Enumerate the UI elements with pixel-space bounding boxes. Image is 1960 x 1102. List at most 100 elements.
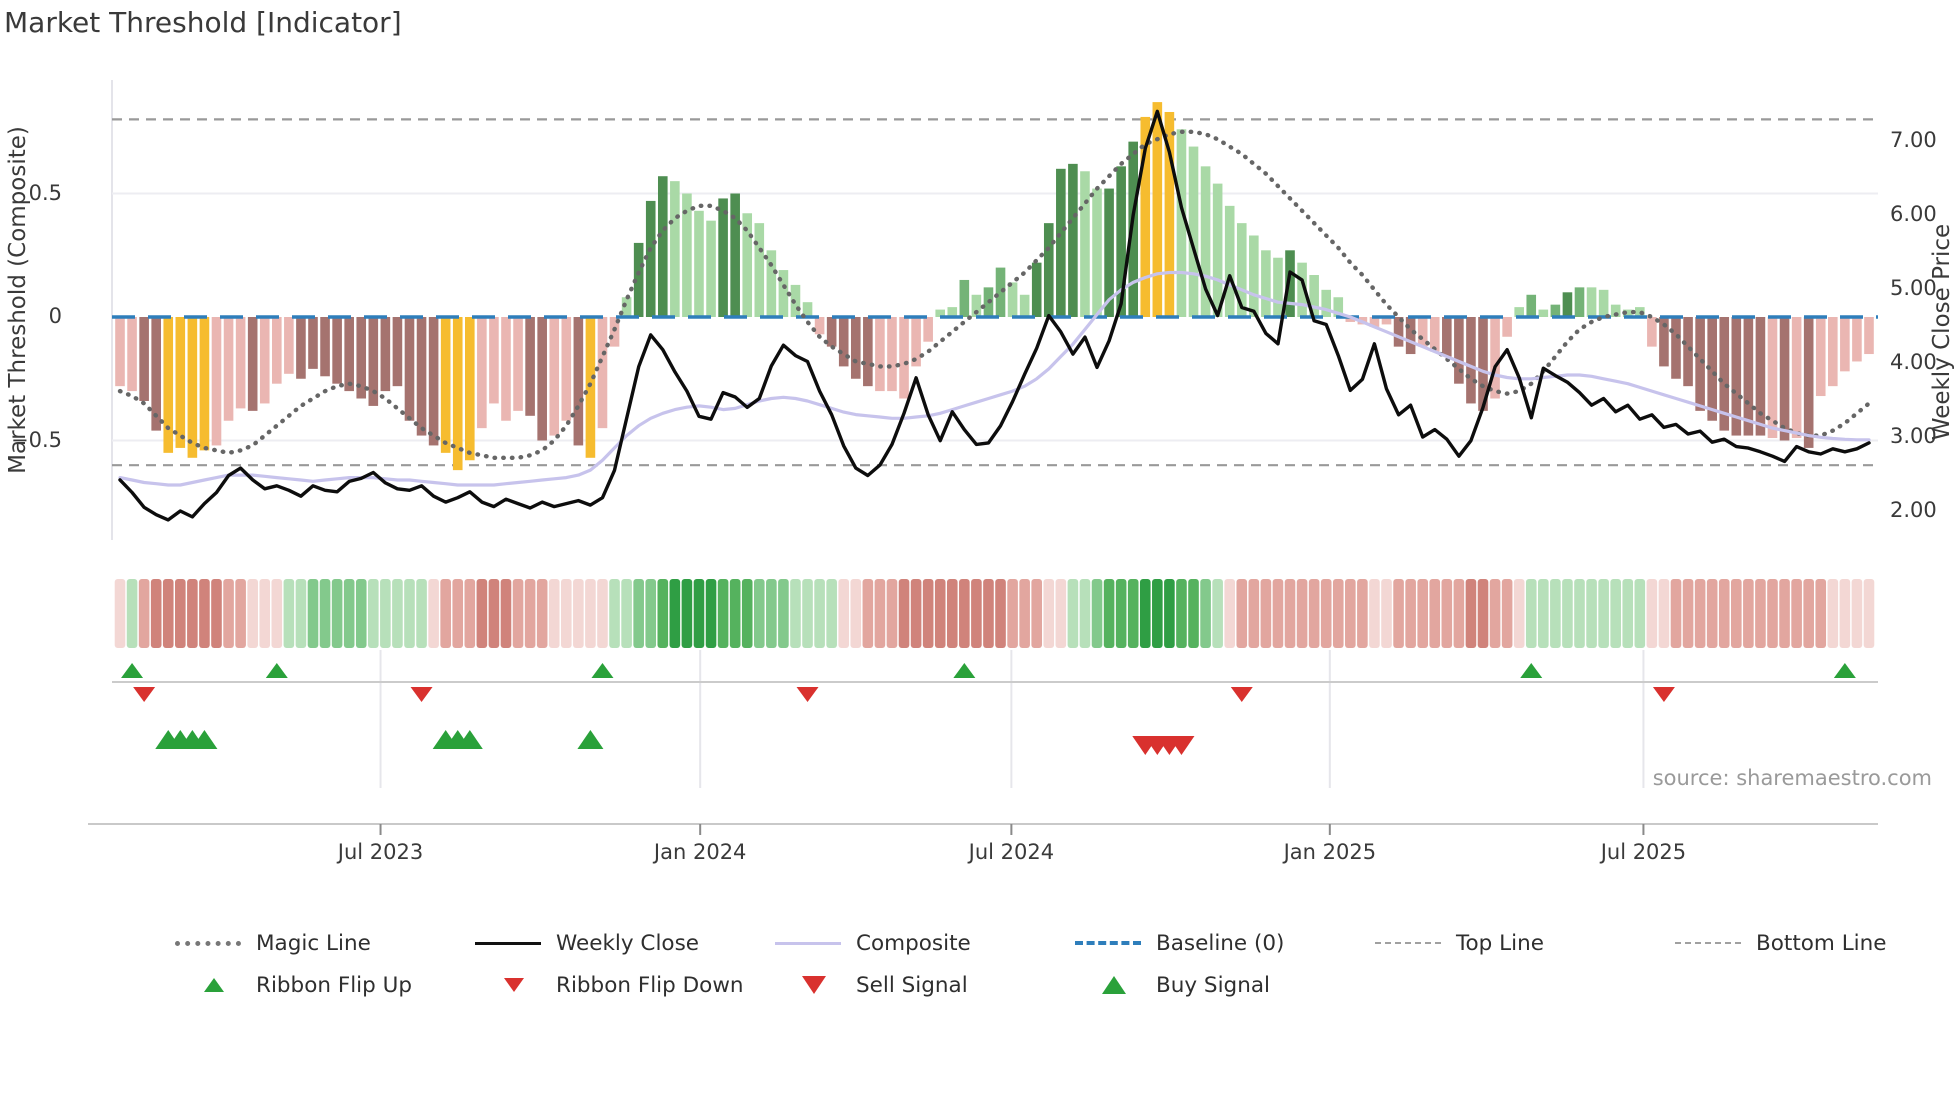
ribbon-cell [1670, 579, 1682, 648]
indicator-bar [115, 317, 125, 387]
ribbon-cell [1755, 579, 1766, 648]
legend-item-label: Weekly Close [556, 930, 700, 956]
legend-line-swatch-dotted-gray [175, 940, 241, 946]
ribbon-cell [211, 579, 222, 648]
ribbon-cell [1622, 579, 1634, 648]
indicator-bar [380, 317, 391, 392]
legend-item-label: Sell Signal [856, 972, 968, 998]
indicator-bar [320, 317, 330, 377]
indicator-bar [1212, 183, 1223, 317]
ribbon-cell [645, 579, 657, 648]
ribbon-cell [597, 579, 608, 648]
indicator-bar [1671, 317, 1681, 379]
indicator-bar [392, 317, 403, 387]
ribbon-cell [199, 579, 210, 648]
left-tick-label: −0.5 [11, 427, 62, 452]
ribbon-cell [681, 579, 693, 648]
legend-swatch [175, 940, 256, 946]
legend-swatch [775, 941, 856, 945]
indicator-bar [633, 242, 644, 317]
ribbon-cell [814, 579, 825, 648]
indicator-bar [971, 294, 982, 317]
ribbon-cell [850, 579, 862, 648]
indicator-bar [404, 317, 415, 421]
indicator-bar [899, 317, 909, 399]
indicator-bar [1731, 317, 1742, 436]
ribbon-cell [1634, 579, 1646, 648]
x-tick-label: Jul 2024 [968, 840, 1055, 864]
indicator-bar [368, 317, 379, 406]
indicator-bar [814, 317, 825, 335]
indicator-bar [1080, 171, 1090, 317]
ribbon-cell [1369, 579, 1380, 648]
legend-item-label: Composite [856, 930, 971, 956]
indicator-bar [1224, 205, 1235, 317]
indicator-bar [995, 267, 1006, 317]
indicator-bar [1659, 317, 1669, 367]
indicator-bar [1309, 275, 1319, 317]
indicator-bar [1574, 287, 1585, 317]
indicator-bar [1707, 317, 1717, 421]
indicator-bar [1755, 317, 1766, 436]
indicator-bar [561, 317, 572, 421]
ribbon-cell [669, 579, 681, 648]
composite-line [118, 270, 1871, 487]
indicator-bar [332, 317, 342, 384]
indicator-bar [525, 317, 535, 416]
x-tick-label: Jul 2023 [337, 840, 424, 864]
ribbon-cell [500, 579, 512, 648]
indicator-bar [585, 317, 596, 458]
indicator-bar [730, 193, 740, 317]
ribbon-cell [307, 579, 319, 648]
ribbon-cell [1019, 579, 1030, 648]
legend-line-swatch-solid-black [475, 941, 541, 945]
ribbon-cell [1682, 579, 1694, 648]
ribbon-cell [1417, 579, 1428, 648]
ribbon-cell [1103, 579, 1115, 648]
ribbon-cell [1538, 579, 1549, 648]
ribbon-cell [1152, 579, 1163, 648]
indicator-bar [1454, 317, 1464, 384]
ribbon-cell [1501, 579, 1513, 648]
ribbon-cell [1224, 579, 1236, 648]
ribbon-cell [693, 579, 705, 648]
ribbon-cell [162, 579, 174, 648]
indicator-bar [682, 193, 692, 317]
ribbon-cell [995, 579, 1006, 648]
ribbon-cell [1320, 579, 1332, 648]
indicator-bar [887, 317, 897, 392]
ribbon-cell [259, 579, 271, 648]
indicator-bar [308, 317, 318, 369]
indicator-bar [911, 317, 921, 367]
indicator-bar [1176, 129, 1187, 317]
ribbon-cell [1610, 579, 1621, 648]
indicator-bar [863, 317, 873, 387]
legend-swatch [1075, 941, 1156, 945]
indicator-bar [1828, 317, 1838, 387]
legend-item: Ribbon Flip Down [475, 973, 775, 998]
indicator-bar [1043, 223, 1054, 317]
ribbon-cell [1791, 579, 1802, 648]
indicator-bar [223, 317, 234, 421]
ribbon-cell [1272, 579, 1284, 648]
indicator-bar [440, 317, 451, 453]
indicator-bar [1562, 292, 1573, 317]
indicator-bar [645, 200, 656, 317]
ribbon-cell [729, 579, 741, 648]
ribbon-cell [1562, 579, 1573, 648]
indicator-bar [1695, 317, 1705, 411]
ribbon-cell [271, 579, 283, 648]
legend-swatch [1075, 976, 1156, 994]
ribbon-cell [355, 579, 367, 648]
ribbon-cell [536, 579, 548, 648]
ribbon-cell [1308, 579, 1320, 648]
left-tick-label: 0.5 [28, 180, 62, 205]
ribbon-cell [512, 579, 524, 648]
indicator-bar [597, 317, 608, 429]
ribbon-cell [1863, 579, 1875, 648]
indicator-bar [1429, 317, 1440, 352]
ribbon-cell [1731, 579, 1742, 648]
indicator-bar [259, 317, 270, 404]
